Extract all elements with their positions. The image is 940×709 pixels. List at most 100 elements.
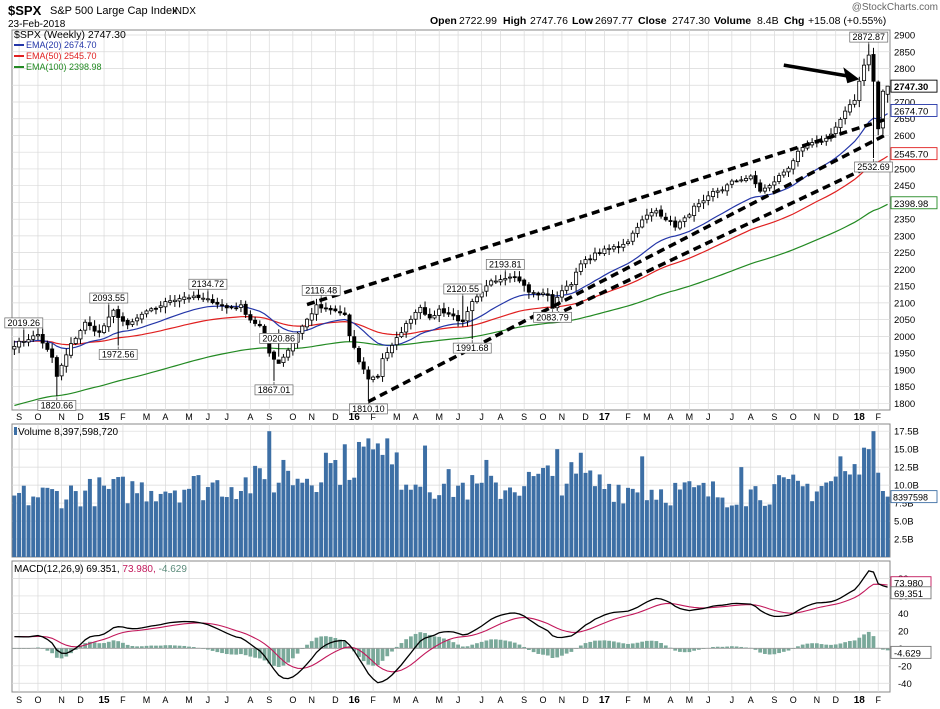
price-label: 2134.72 [192, 279, 225, 289]
price-label-box [37, 400, 77, 411]
macd-histogram-bar [413, 633, 418, 649]
price-label-box [854, 161, 893, 173]
volume-bar [102, 485, 107, 557]
x-tick: 17 [599, 695, 611, 706]
candle-body [87, 322, 92, 327]
candle-body [659, 209, 664, 217]
candle-body [692, 205, 697, 216]
macd-histogram-bar [810, 643, 815, 649]
price-label: 2083.79 [536, 312, 569, 322]
x-tick: D [832, 695, 839, 705]
volume-bar [847, 474, 852, 557]
macd-histogram-bar [597, 640, 602, 649]
x-tick: N [559, 412, 566, 422]
candle-body [375, 375, 380, 378]
price-label: 1867.01 [258, 385, 291, 395]
macd-histogram-bar [720, 646, 725, 649]
price-badge-box [890, 79, 938, 93]
volume-bar [800, 486, 805, 557]
x-tick: M [686, 412, 694, 422]
candle-body [338, 311, 343, 314]
candle-body [319, 304, 324, 309]
volume-bar [753, 486, 758, 557]
exchange-text: INDX [172, 6, 196, 17]
macd-histogram-bar [286, 648, 291, 663]
candle-body [191, 295, 196, 299]
candle-body [399, 332, 404, 338]
macd-histogram-bar [394, 646, 399, 649]
volume-tick: 15.0B [894, 445, 919, 456]
macd-histogram-bar [866, 631, 871, 649]
x-tick: D [582, 695, 589, 705]
macd-histogram-bar [489, 639, 494, 649]
macd-histogram-bar [678, 648, 682, 652]
macd-histogram-bar [437, 636, 442, 649]
candle-body [441, 308, 446, 314]
macd-histogram-bar [423, 633, 427, 649]
macd-histogram-bar [371, 648, 376, 666]
candle-body [871, 54, 876, 82]
macd-histogram-bar [139, 646, 144, 649]
candle-body [238, 304, 243, 308]
x-tick: F [370, 412, 376, 422]
candle-body [564, 285, 569, 291]
volume-bar [267, 431, 272, 557]
volume-bar [314, 492, 319, 557]
candle-body [583, 259, 588, 265]
price-label-box [89, 292, 129, 304]
volume-bar [319, 482, 324, 557]
volume-bar [744, 506, 749, 557]
volume-bar [734, 504, 739, 557]
price-badge-box [890, 196, 938, 210]
volume-bar [111, 479, 116, 557]
macd-histogram-bar [191, 647, 196, 649]
legend-price: $SPX (Weekly) 2747.30 [14, 29, 126, 41]
volume-bar [399, 489, 404, 557]
candle-body [824, 137, 829, 142]
candle-body [153, 307, 158, 310]
macd-histogram-bar [375, 648, 380, 666]
macd-histogram-bar [885, 648, 890, 651]
macd-histogram-bar [593, 640, 597, 649]
price-label-box [254, 384, 294, 396]
macd-histogram-bar [753, 648, 758, 650]
candle-body [73, 337, 78, 344]
x-tick: A [667, 695, 673, 705]
volume-bar [224, 497, 229, 557]
macd-histogram-bar [78, 646, 83, 649]
candle-body [762, 187, 767, 192]
panel-frame-2 [11, 560, 891, 693]
volume-bar [479, 482, 484, 557]
macd-histogram-bar [498, 639, 503, 649]
macd-histogram-bar [267, 648, 272, 664]
x-tick: J [730, 695, 735, 705]
volume-bar [182, 489, 187, 557]
candle-body [352, 336, 357, 348]
macd-histogram-bar [616, 642, 621, 649]
volume-bar [583, 472, 588, 557]
price-badge: 2398.98 [894, 199, 928, 210]
volume-bar [347, 479, 352, 557]
candle-body [149, 308, 154, 312]
volume-bar [640, 456, 645, 557]
volume-bar [59, 508, 64, 557]
x-tick: N [814, 695, 821, 705]
candle-body [437, 308, 442, 316]
price-label-box [4, 317, 44, 329]
candle-body [588, 258, 593, 261]
candle-body [456, 315, 461, 322]
macd-histogram-bar [182, 645, 187, 649]
volume-bar [814, 491, 819, 557]
macd-histogram-bar [744, 647, 748, 649]
candle-body [489, 280, 494, 286]
candle-body [621, 243, 626, 248]
candle-body [182, 296, 187, 300]
volume-bar [281, 459, 286, 557]
x-tick: J [225, 695, 230, 705]
volume-bar [644, 500, 649, 557]
trendline-1 [367, 132, 889, 404]
candle-body [616, 246, 621, 248]
candle-body [654, 210, 659, 214]
macd-histogram-bar [451, 642, 456, 649]
macd-histogram-bar [239, 648, 243, 655]
